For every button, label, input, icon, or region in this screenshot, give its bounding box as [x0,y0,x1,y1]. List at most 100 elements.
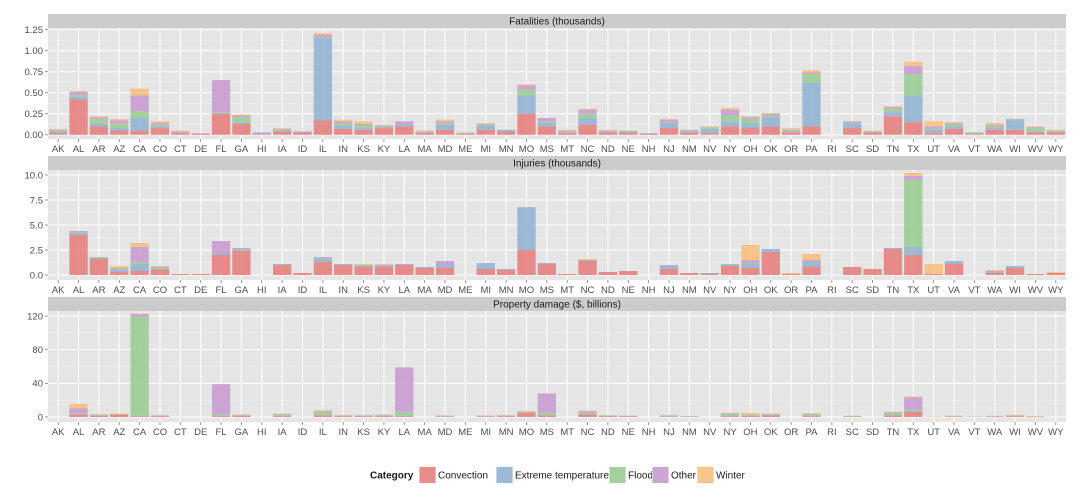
x-tick-label: CO [153,285,167,296]
bar-segment-nj-convection [659,128,679,135]
bar-segment-az-other [110,268,129,269]
bar-segment-ut-convection [924,133,943,135]
facet-strip [48,14,1066,28]
x-tick-label: NY [723,427,737,438]
bar-segment-nv-extreme-temperature [700,273,719,274]
x-tick-label: ND [601,144,615,155]
bar-segment-ny-flood [720,115,740,122]
bar-segment-pa-flood [802,74,821,83]
x-tick-label: LA [398,285,410,296]
bar-segment-ky-flood [374,126,394,128]
x-tick-label: NE [622,144,635,155]
bar-segment-al-flood [69,413,88,415]
bar-segment-fl-other [211,241,231,253]
x-tick-label: AL [73,285,85,296]
bar-segment-mi-winter [476,123,495,124]
bar-segment-la-extreme-temperature [395,123,414,127]
y-tick-label: 1.00 [25,46,44,57]
bar-segment-oh-other [741,260,760,263]
panel-injuries: Injuries (thousands) 0.0 2.5 5.0 7.5 10.0 AK AL… [25,156,1066,296]
bar-segment-va-flood [944,123,964,127]
legend: Category Convection Extreme temperature Flo… [370,466,746,484]
bar-segment-ks-convection [354,267,373,275]
y-tick-label: 40 [32,379,43,390]
x-tick-label: VT [968,285,980,296]
x-tick-label: WY [1048,285,1064,296]
x-tick-label: VA [948,144,961,155]
bar-segment-id-convection [293,273,312,275]
x-tick-label: AL [73,144,85,155]
x-tick-label: GA [235,144,249,155]
x-tick-label: MO [519,144,534,155]
bar-segment-ky-flood [374,415,394,417]
bar-segment-mn-extreme-temperature [496,129,516,132]
x-tick-label: SC [846,427,859,438]
x-tick-label: VA [948,427,961,438]
bar-segment-mo-other [517,85,536,90]
x-tick-label: KS [357,285,370,296]
bar-segment-ks-winter [354,264,373,265]
bar-segment-tx-flood [904,74,923,96]
x-tick-label: DE [194,144,207,155]
bar-segment-ca-convection [130,271,149,275]
bar-segment-tn-other [883,107,903,109]
bar-segment-nv-convection [700,274,719,275]
bar-segment-ny-winter [720,107,740,110]
bar-segment-tn-convection [883,249,903,275]
bar-segment-va-convection [944,264,964,275]
bar-segment-ca-other [130,247,149,262]
bar-segment-ny-convection [720,416,740,417]
legend-label: Winter [716,471,746,482]
bar-segment-va-extreme-temperature [944,126,964,129]
bar-segment-wi-convection [1005,416,1025,417]
bar-segment-co-convection [150,270,170,275]
bar-segment-ok-convection [761,126,780,135]
bar-segment-or-extreme-temperature [781,131,801,133]
bar-segment-co-winter [150,266,170,267]
bar-segment-wv-other [1026,127,1045,129]
bar-segment-fl-flood [211,112,231,113]
bar-segment-or-winter [781,128,801,130]
bar-segment-ma-extreme-temperature [415,132,434,134]
bar-segment-md-other [435,261,455,265]
bar-segment-wv-extreme-temperature [1026,131,1045,133]
bar-segment-oh-flood [741,414,760,416]
bar-segment-nv-convection [700,133,719,135]
bar-segment-or-convection [781,274,801,275]
x-tick-label: AK [52,285,65,296]
x-tick-label: IN [338,144,348,155]
bar-segment-la-extreme-temperature [395,264,414,265]
bar-segment-wa-convection [985,273,1004,275]
bar-segment-ky-other [374,265,394,266]
bar-segment-hi-convection [252,133,271,135]
bar-segment-pa-convection [802,416,821,417]
bar-segment-wa-convection [985,129,1004,135]
x-tick-label: IL [319,427,327,438]
x-tick-label: MS [540,285,554,296]
bar-segment-ct-other [171,131,190,133]
x-tick-label: TX [907,285,920,296]
bar-segment-ar-convection [89,259,109,275]
bar-segment-md-flood [435,123,455,125]
x-tick-label: OR [784,144,798,155]
bar-segment-co-other [150,267,170,268]
bar-segment-wa-winter [985,270,1004,271]
bar-segment-ar-convection [89,415,109,417]
bar-segment-sd-convection [863,269,882,275]
bar-segment-md-extreme-temperature [435,124,455,130]
bar-segment-nd-extreme-temperature [598,131,618,133]
bar-segment-nc-flood [578,113,597,118]
x-tick-label: WI [1009,285,1021,296]
x-tick-label: IA [278,285,288,296]
panel-fatalities: Fatalities (thousands) 0.00 0.25 0.50 0.75 1.… [25,14,1066,155]
bar-segment-nv-extreme-temperature [700,128,719,134]
bar-segment-nv-flood [700,127,719,129]
x-tick-label: AR [92,144,105,155]
bar-segment-ms-flood [537,121,556,124]
bar-segment-tx-other [904,65,923,75]
bar-segment-nj-extreme-temperature [659,266,679,269]
bar-segment-mo-convection [517,412,536,417]
x-tick-label: ME [458,144,472,155]
x-tick-label: PA [806,285,819,296]
